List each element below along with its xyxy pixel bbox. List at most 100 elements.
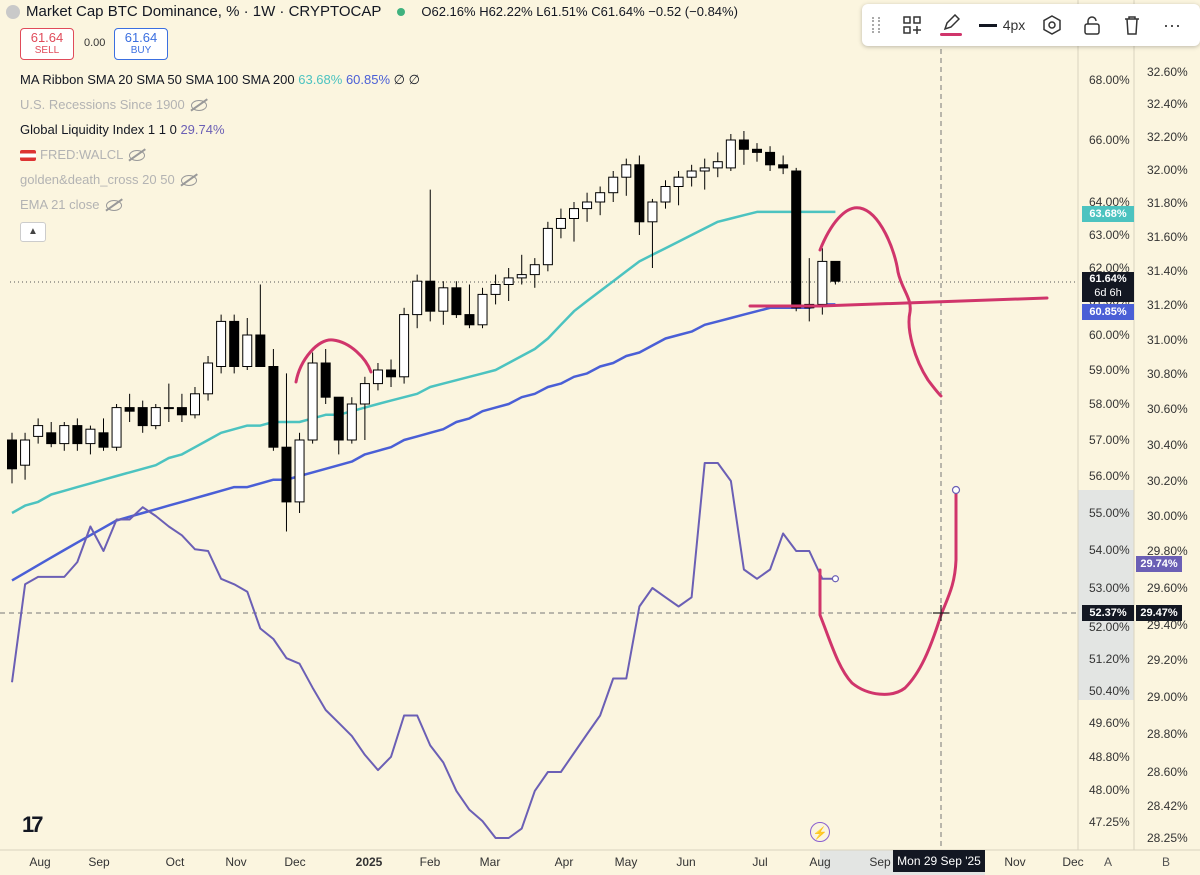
legend-gli[interactable]: Global Liquidity Index 1 1 0 29.74% bbox=[20, 122, 225, 137]
candle-body bbox=[516, 274, 527, 279]
left-axis-tick: 50.40% bbox=[1089, 684, 1130, 698]
left-axis-tick: 66.00% bbox=[1089, 133, 1130, 147]
time-axis-tick: Apr bbox=[555, 855, 574, 869]
time-axis-tick: May bbox=[615, 855, 638, 869]
candle-body bbox=[686, 170, 697, 178]
time-axis-tick: Dec bbox=[284, 855, 305, 869]
settings-icon[interactable] bbox=[1032, 4, 1072, 46]
left-axis-tick: 57.00% bbox=[1089, 433, 1130, 447]
left-axis-tick: 47.25% bbox=[1089, 815, 1130, 829]
chart-header: Market Cap BTC Dominance, % · 1W · CRYPT… bbox=[6, 3, 738, 20]
candle-body bbox=[255, 334, 266, 367]
badge-gli: 29.74% bbox=[1136, 556, 1182, 572]
buy-button[interactable]: 61.64 BUY bbox=[114, 28, 168, 60]
left-axis-tick: 55.00% bbox=[1089, 506, 1130, 520]
symbol-title[interactable]: Market Cap BTC Dominance, % · 1W · CRYPT… bbox=[26, 3, 382, 20]
market-status-icon bbox=[397, 7, 406, 16]
badge-sma50: 60.85% bbox=[1082, 304, 1134, 320]
time-axis-tick: Mar bbox=[480, 855, 501, 869]
time-axis-tick: Dec bbox=[1062, 855, 1083, 869]
time-axis-labels: Aug Sep Oct Nov Dec 2025 Feb Mar Apr May Jun Jul Aug… bbox=[29, 855, 1170, 869]
candle-body bbox=[425, 280, 436, 312]
candle-body bbox=[582, 201, 593, 210]
left-axis-tick: 53.00% bbox=[1089, 581, 1130, 595]
right-axis-tick: 30.40% bbox=[1147, 438, 1188, 452]
time-axis-tick: Aug bbox=[809, 855, 830, 869]
right-axis-tick: 30.20% bbox=[1147, 474, 1188, 488]
candle-body bbox=[569, 208, 580, 220]
pane-letter-label: B bbox=[1162, 855, 1170, 869]
us-flag-icon bbox=[20, 150, 36, 162]
candle-body bbox=[438, 287, 449, 312]
line-width-selector[interactable]: 4px bbox=[972, 4, 1032, 46]
candle-body bbox=[765, 151, 776, 166]
hidden-eye-icon[interactable] bbox=[105, 200, 122, 212]
right-axis-tick: 28.25% bbox=[1147, 831, 1188, 845]
candle-body bbox=[372, 369, 383, 385]
hidden-eye-icon[interactable] bbox=[190, 100, 207, 112]
right-axis-labels: 32.60% 32.40% 32.20% 32.00% 31.80% 31.60% 31.4… bbox=[1147, 65, 1188, 845]
left-axis-tick: 52.00% bbox=[1089, 620, 1130, 634]
right-axis-tick: 32.20% bbox=[1147, 130, 1188, 144]
tradingview-logo: 17 bbox=[22, 812, 44, 837]
left-axis-tick: 63.00% bbox=[1089, 228, 1130, 242]
candle-body bbox=[647, 201, 658, 223]
right-axis-tick: 29.20% bbox=[1147, 653, 1188, 667]
candle-body bbox=[778, 164, 789, 169]
legend-ema[interactable]: EMA 21 close bbox=[20, 197, 122, 212]
right-axis-tick: 28.60% bbox=[1147, 765, 1188, 779]
drawing-support-line bbox=[748, 296, 1049, 308]
candle-body bbox=[595, 192, 606, 203]
trash-icon[interactable] bbox=[1112, 4, 1152, 46]
time-axis-tick: Nov bbox=[1004, 855, 1025, 869]
more-icon[interactable]: ··· bbox=[1163, 14, 1181, 35]
candle-body bbox=[830, 260, 841, 282]
drag-handle-icon[interactable] bbox=[872, 17, 880, 33]
hidden-eye-icon[interactable] bbox=[180, 175, 197, 187]
right-axis-tick: 29.80% bbox=[1147, 544, 1188, 558]
candle-body bbox=[791, 170, 802, 309]
pencil-color-icon[interactable] bbox=[930, 4, 972, 46]
candle-body bbox=[660, 186, 671, 203]
time-axis-tick: Sep bbox=[869, 855, 891, 869]
time-axis-tick: Feb bbox=[420, 855, 441, 869]
sell-button[interactable]: 61.64 SELL bbox=[20, 28, 74, 60]
candle-body bbox=[451, 287, 462, 316]
crosshair-time-label: Mon 29 Sep '25 bbox=[893, 850, 985, 872]
candle-body bbox=[738, 139, 749, 150]
candle-body bbox=[477, 293, 488, 326]
candle-body bbox=[124, 407, 135, 412]
axis-highlight bbox=[1078, 490, 1134, 700]
badge-crosshair-right: 29.47% bbox=[1136, 605, 1182, 621]
right-axis-tick: 31.20% bbox=[1147, 298, 1188, 312]
candle-body bbox=[150, 407, 161, 427]
candle-body bbox=[542, 227, 553, 266]
right-axis-tick: 30.80% bbox=[1147, 367, 1188, 381]
time-axis-tick: Nov bbox=[225, 855, 246, 869]
collapse-legend-button[interactable]: ▲ bbox=[20, 222, 46, 242]
time-axis-tick: Sep bbox=[88, 855, 110, 869]
flash-icon[interactable]: ⚡ bbox=[810, 822, 830, 842]
left-axis-tick: 58.00% bbox=[1089, 397, 1130, 411]
candle-body bbox=[399, 314, 410, 378]
left-axis-tick: 56.00% bbox=[1089, 469, 1130, 483]
candle-body bbox=[163, 407, 174, 410]
lock-icon[interactable] bbox=[1072, 4, 1112, 46]
legend-fred[interactable]: FRED:WALCL bbox=[20, 147, 146, 162]
candle-body bbox=[346, 403, 357, 441]
candle-body bbox=[673, 176, 684, 187]
left-axis-tick: 48.00% bbox=[1089, 783, 1130, 797]
legend-recessions[interactable]: U.S. Recessions Since 1900 bbox=[20, 97, 207, 112]
candle-body bbox=[20, 439, 31, 466]
candle-body bbox=[176, 407, 187, 416]
legend-ma-ribbon[interactable]: MA Ribbon SMA 20 SMA 50 SMA 100 SMA 200 … bbox=[20, 72, 420, 87]
candle-body bbox=[699, 167, 710, 172]
hidden-eye-icon[interactable] bbox=[129, 150, 146, 162]
candle-body bbox=[46, 432, 57, 445]
templates-icon[interactable] bbox=[894, 4, 930, 46]
pane-letter-label: A bbox=[1104, 855, 1112, 869]
legend-cross[interactable]: golden&death_cross 20 50 bbox=[20, 172, 197, 187]
left-axis-tick: 59.00% bbox=[1089, 363, 1130, 377]
candle-body bbox=[203, 362, 214, 395]
